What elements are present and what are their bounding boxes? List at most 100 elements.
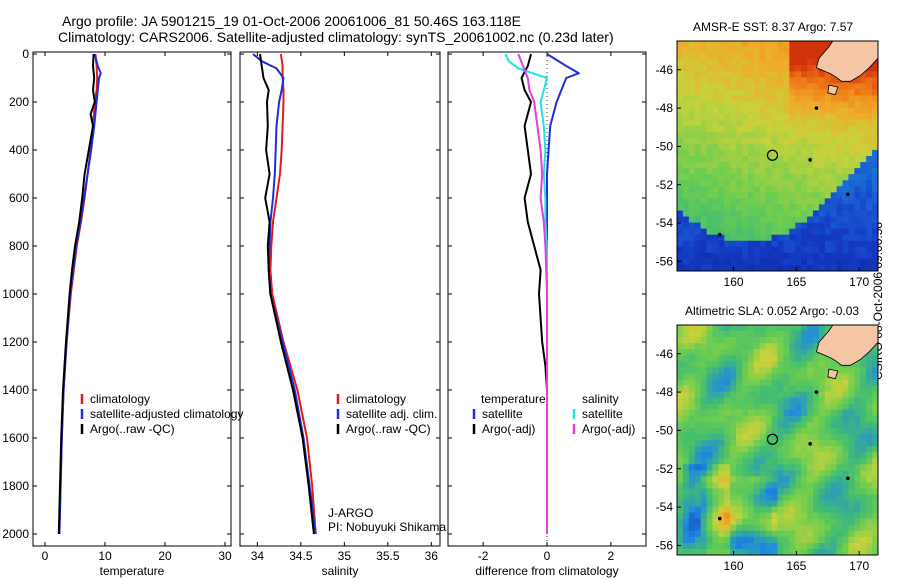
map-cell [730, 119, 737, 127]
map-cell [753, 47, 761, 54]
map-cell [866, 355, 873, 362]
salinity-panel-series [252, 53, 317, 535]
map-cell [712, 433, 719, 441]
map-cell [712, 367, 719, 374]
map-cell [736, 143, 743, 151]
map-cell [724, 113, 731, 121]
map-cell [783, 458, 790, 465]
map-cell [771, 246, 778, 254]
map-cell [765, 65, 772, 72]
map-cell [724, 421, 731, 429]
map-cell [765, 464, 772, 471]
map-cell [759, 355, 767, 362]
map-cell [783, 162, 790, 169]
map-cell [742, 65, 749, 72]
map-cell [688, 379, 696, 386]
map-cell [795, 512, 802, 520]
map-cell [866, 89, 873, 96]
map-cell [789, 325, 796, 332]
map-cell [677, 252, 684, 260]
map-cell [830, 234, 838, 242]
map-cell [848, 427, 855, 435]
map-cell [753, 415, 761, 423]
map-cell [830, 548, 838, 555]
map-cell [700, 234, 707, 242]
map-cell [747, 337, 755, 344]
map-cell [753, 409, 761, 417]
map-cell [842, 180, 849, 187]
map-cell [818, 137, 826, 145]
map-cell [783, 542, 790, 550]
map-cell [736, 47, 743, 54]
map-cell [688, 107, 696, 115]
map-cell [724, 325, 731, 332]
map-cell [807, 452, 814, 459]
map-cell [812, 397, 820, 405]
map-cell [765, 41, 772, 48]
map-cell [818, 234, 826, 242]
map-cell [848, 464, 855, 471]
annotation-pi: PI: Nobuyuki Shikama [328, 520, 446, 534]
map-cell [753, 156, 761, 163]
map-cell [807, 325, 814, 332]
map-cell [854, 379, 861, 386]
map-cell [753, 355, 761, 362]
map-cell [771, 367, 778, 374]
map-cell [736, 530, 743, 538]
map-cell [736, 494, 743, 501]
map-cell [783, 536, 790, 544]
map-cell [712, 149, 719, 157]
map-cell [753, 174, 761, 181]
map-cell [807, 470, 814, 477]
map-cell [854, 452, 861, 459]
map-cell [860, 186, 867, 193]
map-cell [759, 77, 767, 84]
map-cell [807, 89, 814, 96]
map-cell [753, 361, 761, 368]
map-cell [777, 192, 784, 199]
map-cell [712, 506, 719, 514]
map-cell [795, 446, 802, 453]
map-cell [736, 149, 743, 157]
map-cell [718, 119, 725, 127]
map-cell [818, 246, 826, 254]
map-cell [812, 228, 820, 236]
map-cell [730, 542, 737, 550]
map-cell [742, 367, 749, 374]
map-cell [706, 385, 713, 392]
map-cell [872, 397, 878, 405]
map-cell [706, 331, 713, 338]
map-cell [854, 107, 861, 115]
map-cell [765, 518, 772, 526]
map-cell [777, 204, 784, 211]
map-y-tick-label: -56 [656, 254, 674, 268]
map-cell [818, 252, 826, 260]
sst-map-title: AMSR-E SST: 8.37 Argo: 7.57 [693, 20, 854, 34]
map-cell [824, 216, 832, 223]
map-cell [771, 240, 778, 248]
map-cell [730, 355, 737, 362]
map-cell [842, 107, 849, 115]
map-cell [677, 258, 684, 266]
map-cell [866, 240, 873, 248]
map-cell [783, 216, 790, 223]
map-cell [747, 446, 755, 453]
map-cell [801, 446, 808, 453]
map-cell [724, 240, 731, 248]
map-cell [747, 258, 755, 266]
map-cell [801, 325, 808, 332]
map-cell [842, 264, 849, 271]
map-cell [742, 512, 749, 520]
map-cell [730, 476, 737, 483]
map-cell [860, 361, 867, 368]
map-cell [824, 548, 832, 555]
map-cell [777, 168, 784, 175]
map-cell [866, 548, 873, 555]
map-cell [801, 107, 808, 115]
map-cell [783, 204, 790, 211]
map-cell [724, 331, 731, 338]
map-cell [718, 343, 725, 350]
map-cell [872, 107, 878, 115]
map-cell [765, 482, 772, 489]
map-cell [801, 512, 808, 520]
